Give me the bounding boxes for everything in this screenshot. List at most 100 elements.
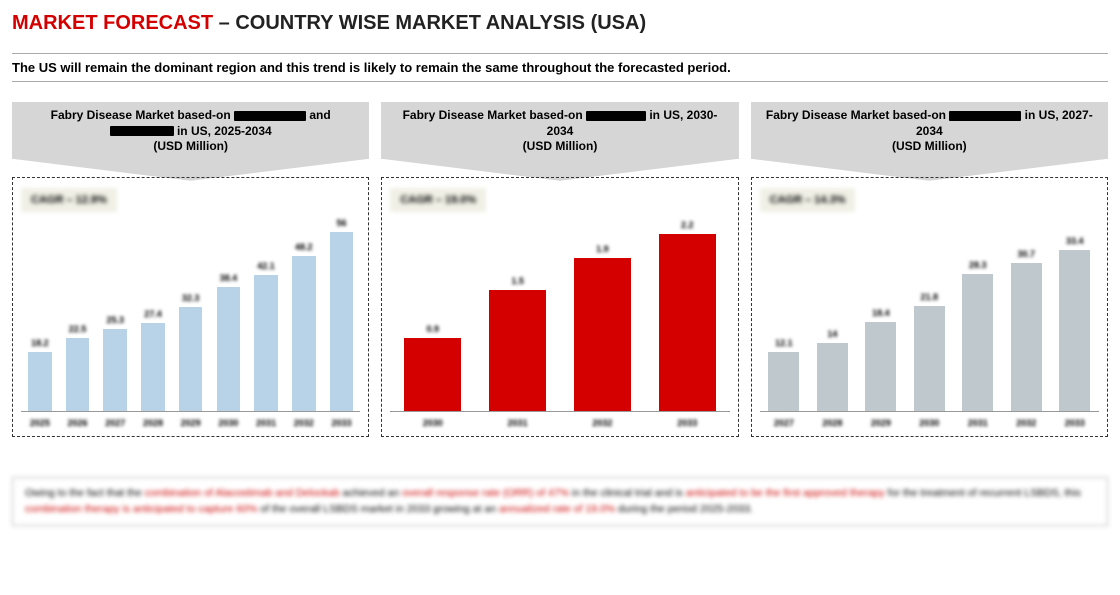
bar-value-label: 33.4 [1066,236,1084,246]
x-label: 2031 [954,418,1002,428]
bar-value-label: 18.2 [31,338,49,348]
bar-value-label: 21.8 [921,292,939,302]
bar-value-label: 12.1 [775,338,793,348]
bar-value-label: 28.3 [969,260,987,270]
bar [404,338,461,410]
bar-wrap: 48.2 [287,218,321,411]
panels-row: Fabry Disease Market based-on and in US,… [12,102,1108,437]
x-label: 2029 [172,418,210,428]
bar [292,256,316,411]
bar-value-label: 25.3 [106,315,124,325]
bar-value-label: 30.7 [1017,249,1035,259]
bar-wrap: 18.2 [23,218,57,411]
ft: combination therapy is anticipated to ca… [25,503,257,515]
bar-value-label: 14 [827,329,837,339]
x-label: 2027 [760,418,808,428]
bar-wrap: 21.8 [907,218,951,411]
bar-wrap: 38.4 [212,218,246,411]
bar-wrap: 33.4 [1052,218,1096,411]
cagr-badge: CAGR – 12.9% [21,188,117,212]
x-label: 2030 [390,418,475,428]
bar-wrap: 30.7 [1004,218,1048,411]
x-axis-labels: 202520262027202820292030203120322033 [21,418,360,428]
bar [489,290,546,411]
bar-value-label: 27.4 [144,309,162,319]
title-black: COUNTRY WISE MARKET ANALYSIS (USA) [235,12,646,34]
bar-wrap: 25.3 [98,218,132,411]
bar-wrap: 1.5 [477,218,558,411]
bar [768,352,799,410]
bar-wrap: 42.1 [249,218,283,411]
bar [28,352,52,411]
bar [865,322,896,411]
ft: for the treatment of recurrent LSBDS, th… [885,487,1081,499]
panel-header: Fabry Disease Market based-on and in US,… [12,102,369,159]
bar-value-label: 38.4 [220,273,238,283]
x-label: 2031 [247,418,285,428]
bar-wrap: 32.3 [174,218,208,411]
panel-header-line1: Fabry Disease Market based-on in US, 203… [389,108,730,139]
chart-box: CAGR – 12.9%18.222.525.327.432.338.442.1… [12,177,369,437]
x-label: 2031 [475,418,560,428]
panel-header: Fabry Disease Market based-on in US, 203… [381,102,738,159]
panel-header-line2: (USD Million) [759,139,1100,155]
bar-value-label: 1.9 [596,244,609,254]
cagr-badge: CAGR – 19.0% [390,188,486,212]
footer-note: Owing to the fact that the combination o… [12,477,1108,527]
cagr-badge: CAGR – 14.3% [760,188,856,212]
x-label: 2033 [323,418,361,428]
ft: in the clinical trial and is [569,487,686,499]
x-label: 2028 [808,418,856,428]
x-label: 2025 [21,418,59,428]
redacted [949,111,1021,121]
bar [66,338,90,410]
bar-value-label: 18.4 [872,308,890,318]
chart-box: CAGR – 14.3% 12.1 14 18.4 21.8 28.3 30.7 33.4 20… [751,177,1108,437]
x-label: 2033 [645,418,730,428]
bars-area: 12.1 14 18.4 21.8 28.3 30.7 33.4 [760,218,1099,412]
panel-header: Fabry Disease Market based-on in US, 202… [751,102,1108,159]
bar [659,234,716,411]
chart-box: CAGR – 19.0%0.91.51.92.22030203120322033 [381,177,738,437]
bar [1059,250,1090,411]
bars-area: 18.222.525.327.432.338.442.148.256 [21,218,360,412]
x-label: 2033 [1050,418,1098,428]
redacted [110,126,174,136]
ft: annualized rate of 19.0% [499,503,615,515]
bar [217,287,241,411]
bar-value-label: 2.2 [681,220,694,230]
x-label: 2030 [905,418,953,428]
ft: overall response rate (ORR) of 47% [402,487,569,499]
bar-wrap: 27.4 [136,218,170,411]
panel-header-line1: Fabry Disease Market based-on and in US,… [20,108,361,139]
x-label: 2026 [59,418,97,428]
x-label: 2030 [210,418,248,428]
x-label: 2032 [1002,418,1050,428]
bar [817,343,848,411]
bar-wrap: 1.9 [562,218,643,411]
bar-value-label: 56 [336,218,346,228]
x-label: 2032 [560,418,645,428]
redacted [234,111,306,121]
panel-header-line2: (USD Million) [389,139,730,155]
bar [1011,263,1042,411]
bar [574,258,631,411]
ft: during the period 2025-2033. [615,503,753,515]
ft: of the overall LSBDS market in 2033 grow… [257,503,499,515]
chart-panel: Fabry Disease Market based-on in US, 202… [751,102,1108,437]
chart-panel: Fabry Disease Market based-on and in US,… [12,102,369,437]
bar-wrap: 28.3 [956,218,1000,411]
bar-wrap: 18.4 [859,218,903,411]
ft: achieved an [343,487,403,499]
x-label: 2027 [96,418,134,428]
x-axis-labels: 2030203120322033 [390,418,729,428]
bar [179,307,203,411]
bar-value-label: 48.2 [295,242,313,252]
x-label: 2029 [857,418,905,428]
redacted [586,111,646,121]
bar [103,329,127,410]
bar [141,323,165,411]
bar [914,306,945,411]
x-axis-labels: 2027202820292030203120322033 [760,418,1099,428]
bar-value-label: 1.5 [511,276,524,286]
